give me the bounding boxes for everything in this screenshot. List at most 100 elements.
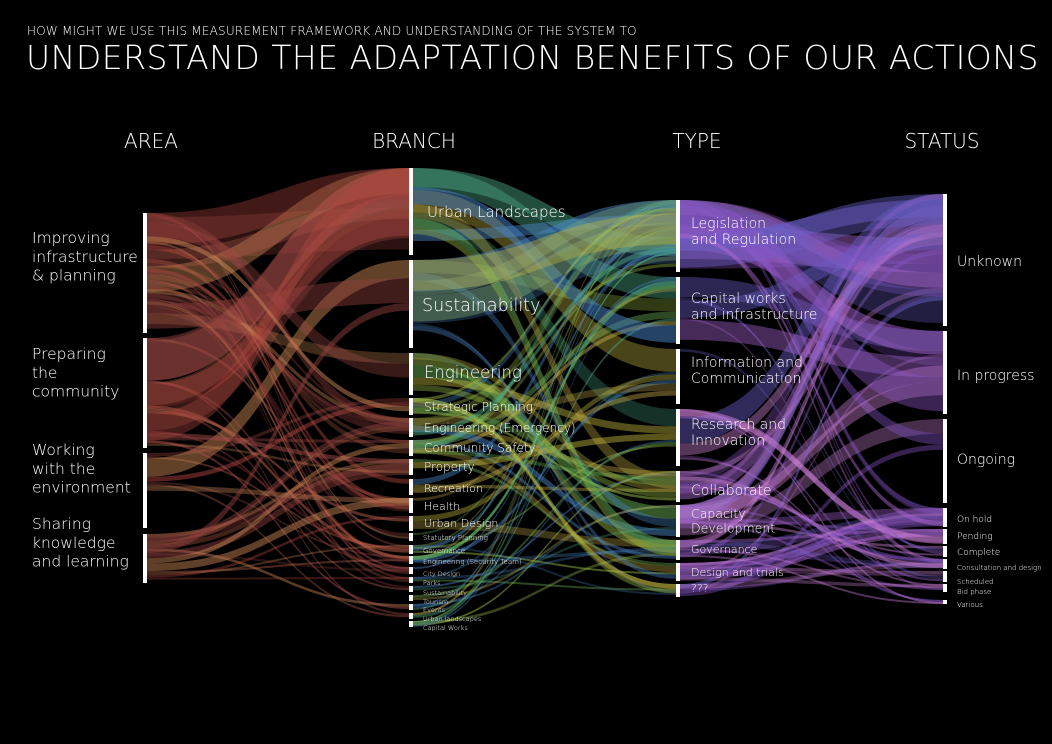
branch-type-flow-66 [413, 441, 676, 598]
branch-label-tourism-16: Tourism [423, 598, 448, 606]
type-label-research-and-line-1: Innovation [691, 433, 765, 449]
area-branch-flow-25 [147, 313, 409, 364]
status-label-on-hold: On hold [957, 515, 992, 525]
area-label-improving-line-0: Improving [32, 229, 110, 247]
branch-type-flow-50 [413, 433, 676, 469]
area-branch-flow-36 [147, 168, 409, 381]
branch-type-flow-59 [413, 205, 676, 610]
area-branch-flow-12 [147, 421, 409, 544]
branch-type-flow-36 [413, 256, 676, 445]
branch-type-flow-24 [413, 229, 676, 535]
area-label-preparing-line-1: the [32, 364, 57, 382]
branch-node-bar-7 [409, 479, 413, 495]
branch-label-recreation-7: Recreation [424, 482, 483, 495]
area-branch-flow-30 [147, 200, 409, 269]
type-status-flow-54 [680, 457, 943, 586]
branch-label-property-6: Property [424, 460, 475, 474]
area-branch-flow-49 [147, 289, 409, 423]
area-branch-flow-14 [147, 260, 409, 477]
area-node-bar-1 [143, 338, 147, 448]
type-label-capital-works-line-0: Capital works [691, 291, 786, 307]
area-branch-flow-55 [147, 483, 409, 618]
branch-type-flow-2 [413, 168, 676, 299]
status-label-various: Various [957, 601, 983, 609]
branch-type-flow-61 [413, 281, 676, 560]
area-branch-flow-68 [147, 553, 409, 572]
branch-type-flow-19 [413, 471, 676, 626]
type-status-flow-73 [680, 562, 943, 589]
branch-type-flow-38 [413, 215, 676, 426]
branch-label-urban-landscapes-18: Urban landscapes [423, 615, 481, 623]
branch-type-flow-76 [413, 444, 676, 550]
branch-label-statutory-planning-10: Statutory Planning [423, 534, 488, 542]
branch-node-bar-0 [409, 168, 413, 255]
type-node-bar-0 [676, 200, 680, 272]
branch-type-flow-46 [413, 251, 676, 625]
area-branch-flow-64 [147, 440, 409, 550]
type-label--line-0: ??? [691, 582, 709, 595]
type-label-governance-line-0: Governance [691, 543, 757, 556]
branch-type-flow-22 [413, 225, 676, 547]
type-status-flow-24 [680, 215, 943, 445]
branch-type-flow-37 [413, 200, 676, 296]
branch-type-flow-62 [413, 545, 676, 595]
branch-type-flow-72 [413, 213, 676, 291]
area-branch-flow-27 [147, 245, 409, 484]
type-status-flow-64 [680, 529, 943, 543]
area-to-branch-flows [147, 168, 409, 618]
area-branch-flow-7 [147, 258, 409, 505]
branch-type-flow-16 [413, 440, 676, 559]
area-branch-flow-41 [147, 210, 409, 409]
type-status-flow-49 [680, 194, 943, 268]
branch-node-bar-3 [409, 398, 413, 415]
area-branch-flow-31 [147, 432, 409, 464]
area-branch-flow-46 [147, 279, 409, 570]
area-branch-flow-34 [147, 443, 409, 564]
branch-node-bar-5 [409, 440, 413, 456]
branch-type-flow-28 [413, 521, 676, 548]
area-branch-flow-18 [147, 291, 409, 434]
type-status-flow-10 [680, 409, 943, 604]
type-status-flow-44 [680, 299, 943, 552]
type-status-flow-68 [680, 319, 943, 378]
type-node-bar-1 [676, 277, 680, 344]
area-label-working-line-2: environment [32, 479, 131, 497]
type-status-flow-32 [680, 521, 943, 549]
branch-type-flow-69 [413, 450, 676, 480]
branch-type-flow-74 [413, 406, 676, 486]
area-branch-flow-44 [147, 516, 409, 578]
type-status-flow-17 [680, 508, 943, 591]
area-branch-flow-52 [147, 297, 409, 563]
area-branch-flow-42 [147, 272, 409, 574]
area-branch-flow-37 [147, 380, 409, 572]
branch-label-events-17: Events [423, 606, 445, 614]
branch-type-flow-78 [413, 398, 676, 594]
branch-type-flow-0 [413, 398, 676, 589]
branch-label-engineering-emergency-4: Engineering (Emergency) [424, 421, 576, 435]
area-branch-flow-59 [147, 463, 409, 542]
type-status-flow-70 [680, 200, 943, 324]
area-branch-flow-5 [147, 380, 409, 615]
type-status-flow-27 [680, 293, 943, 594]
type-status-flow-4 [680, 515, 943, 567]
page-title: UNDERSTAND THE ADAPTATION BENEFITS OF OU… [26, 38, 1039, 77]
type-status-flow-6 [680, 277, 943, 352]
area-branch-flow-35 [147, 498, 409, 571]
type-status-flow-5 [680, 566, 943, 575]
type-status-flow-13 [680, 209, 943, 366]
area-branch-flow-38 [147, 559, 409, 573]
branch-node-bar-6 [409, 459, 413, 475]
area-branch-flow-28 [147, 430, 409, 569]
type-status-flow-75 [680, 217, 943, 521]
type-status-flow-69 [680, 486, 943, 556]
branch-label-community-safety-5: Community Safety [424, 441, 536, 455]
status-node-bar-8 [943, 584, 947, 592]
type-status-flow-76 [680, 232, 943, 548]
branch-label-city-design-13: City Design [423, 570, 460, 578]
area-branch-flow-50 [147, 293, 409, 537]
status-label-consultation-and-design: Consultation and design [957, 564, 1042, 572]
branch-type-flow-70 [413, 390, 676, 493]
branch-type-flow-67 [413, 325, 676, 579]
branch-type-flow-42 [413, 377, 676, 434]
